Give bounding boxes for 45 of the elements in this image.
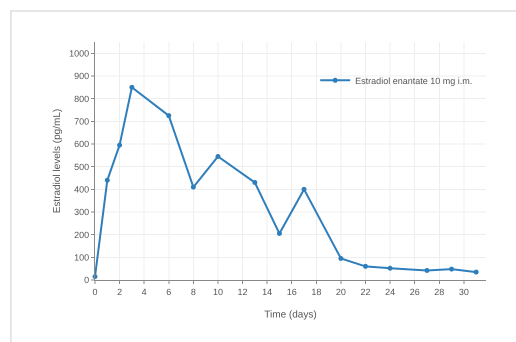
- x-tick-label: 16: [286, 286, 297, 297]
- x-tick-label: 30: [458, 286, 469, 297]
- y-tick-label: 1000: [69, 48, 90, 58]
- point: [190, 184, 196, 190]
- point: [338, 256, 344, 261]
- x-tick-label: 28: [434, 286, 444, 297]
- point: [424, 268, 430, 273]
- y-tick-label: 200: [74, 230, 90, 240]
- point: [252, 180, 258, 186]
- x-tick-label: 10: [212, 286, 223, 297]
- x-tick-label: 4: [142, 286, 147, 297]
- x-tick-label: 18: [311, 286, 322, 297]
- point: [302, 186, 307, 192]
- y-tick-label: 600: [74, 139, 90, 150]
- x-tick-label: 0: [92, 286, 98, 297]
- point: [449, 266, 454, 272]
- point: [104, 178, 110, 183]
- point: [474, 270, 479, 275]
- y-tick-label: 500: [74, 162, 90, 172]
- y-tick-label: 700: [74, 116, 90, 126]
- point: [388, 266, 393, 271]
- y-axis-title: Estradiol levels (pg/mL): [52, 108, 64, 214]
- x-tick-label: 20: [336, 286, 346, 297]
- x-axis-title: Time (days): [264, 309, 317, 320]
- x-tick-label: 14: [262, 286, 272, 297]
- legend-label: Estradiol enantate 10 mg i.m.: [355, 76, 472, 86]
- point: [363, 264, 368, 269]
- x-tick-label: 2: [117, 286, 122, 297]
- x-tick-label: 12: [238, 286, 248, 297]
- y-tick-label: 900: [74, 71, 90, 82]
- point: [276, 231, 282, 236]
- point: [129, 84, 134, 90]
- point: [166, 113, 172, 118]
- y-tick-label: 300: [74, 207, 90, 218]
- point: [215, 154, 220, 159]
- y-tick-label: 100: [74, 252, 90, 262]
- x-tick-label: 22: [360, 286, 371, 297]
- y-tick-label: 800: [74, 94, 90, 104]
- y-tick-label: 400: [74, 184, 90, 194]
- y-tick-label: 0: [84, 275, 90, 286]
- x-tick-label: 26: [410, 286, 420, 297]
- x-tick-label: 24: [385, 286, 396, 297]
- x-tick-label: 6: [166, 286, 172, 297]
- x-tick-label: 8: [190, 286, 196, 297]
- point: [117, 142, 122, 148]
